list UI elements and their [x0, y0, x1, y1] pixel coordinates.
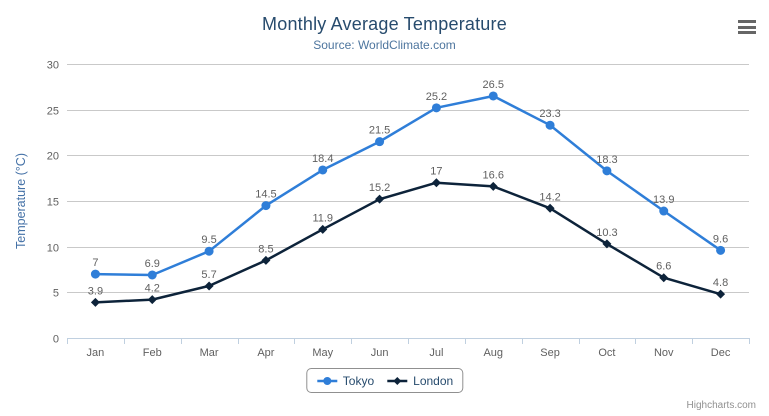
- x-axis-label: Sep: [540, 347, 560, 359]
- x-axis-label: Jan: [87, 347, 105, 359]
- data-label: 4.2: [145, 283, 160, 295]
- data-label: 16.6: [483, 169, 504, 181]
- data-label: 8.5: [258, 243, 273, 255]
- hamburger-bar: [738, 20, 756, 23]
- data-label: 21.5: [369, 125, 390, 137]
- data-point-london[interactable]: [147, 295, 157, 305]
- data-label: 25.2: [426, 91, 447, 103]
- y-axis-title: Temperature (°C): [14, 153, 28, 249]
- data-point-london[interactable]: [431, 178, 441, 188]
- series-line-london: [94, 181, 722, 304]
- x-axis-label: Feb: [143, 347, 162, 359]
- x-axis-label: Nov: [654, 347, 674, 359]
- data-label: 15.2: [369, 182, 390, 194]
- y-axis-label: 10: [47, 243, 59, 255]
- legend: Tokyo London: [305, 368, 464, 393]
- data-point-london[interactable]: [488, 181, 498, 191]
- data-point-tokyo[interactable]: [90, 269, 100, 279]
- legend-marker-diamond-icon: [387, 376, 408, 385]
- data-point-tokyo[interactable]: [716, 245, 726, 255]
- data-label: 26.5: [483, 79, 504, 91]
- y-axis-label: 25: [47, 106, 59, 118]
- chart-title: Monthly Average Temperature: [262, 14, 507, 34]
- data-label: 18.4: [312, 153, 333, 165]
- data-label: 6.6: [656, 261, 671, 273]
- data-label: 10.3: [596, 227, 617, 239]
- hamburger-bar: [738, 25, 756, 29]
- data-point-tokyo[interactable]: [659, 206, 669, 216]
- legend-item-london[interactable]: London: [386, 374, 453, 388]
- x-axis-label: Oct: [598, 347, 615, 359]
- data-label: 5.7: [201, 269, 216, 281]
- data-point-tokyo[interactable]: [147, 270, 157, 280]
- y-axis-label: 15: [47, 197, 59, 209]
- data-label: 7: [92, 257, 98, 269]
- y-axis-label: 20: [47, 151, 59, 163]
- data-point-london[interactable]: [261, 255, 271, 265]
- data-point-london[interactable]: [602, 239, 612, 249]
- x-axis-label: May: [312, 347, 333, 359]
- data-label: 9.6: [713, 233, 728, 245]
- legend-label-tokyo: Tokyo: [342, 373, 375, 388]
- data-point-london[interactable]: [375, 194, 385, 204]
- data-label: 14.5: [255, 189, 276, 201]
- data-label: 9.5: [201, 234, 216, 246]
- data-point-tokyo[interactable]: [602, 166, 612, 176]
- series-line-tokyo: [94, 94, 722, 277]
- chart-subtitle: Source: WorldClimate.com: [313, 38, 456, 52]
- x-axis-label: Aug: [483, 347, 503, 359]
- data-label: 14.2: [539, 191, 560, 203]
- x-axis-label: Jul: [429, 347, 443, 359]
- data-label: 13.9: [653, 194, 674, 206]
- legend-label-london: London: [413, 373, 454, 388]
- data-point-london[interactable]: [716, 289, 726, 299]
- x-axis-label: Jun: [371, 347, 389, 359]
- hamburger-bar: [738, 31, 756, 34]
- x-axis-label: Dec: [711, 347, 731, 359]
- data-point-tokyo[interactable]: [488, 91, 498, 101]
- x-axis-label: Mar: [200, 347, 219, 359]
- x-axis-label: Apr: [257, 347, 274, 359]
- data-point-london[interactable]: [204, 281, 214, 291]
- legend-marker-circle-icon: [316, 376, 337, 385]
- data-label: 11.9: [312, 212, 333, 224]
- data-point-tokyo[interactable]: [431, 103, 441, 113]
- data-point-tokyo[interactable]: [318, 165, 328, 175]
- data-label: 6.9: [145, 258, 160, 270]
- y-axis-label: 5: [53, 288, 59, 300]
- data-point-london[interactable]: [659, 273, 669, 283]
- data-label: 4.8: [713, 277, 728, 289]
- data-point-tokyo[interactable]: [375, 137, 385, 147]
- data-point-london[interactable]: [545, 203, 555, 213]
- credits-link[interactable]: Highcharts.com: [686, 400, 756, 411]
- hamburger-icon[interactable]: [738, 20, 756, 34]
- data-label: 18.3: [596, 154, 617, 166]
- data-point-london[interactable]: [318, 224, 328, 234]
- data-point-london[interactable]: [90, 297, 100, 307]
- data-point-tokyo[interactable]: [261, 201, 271, 211]
- data-label: 17: [430, 166, 442, 178]
- data-point-tokyo[interactable]: [545, 120, 555, 130]
- y-axis-label: 30: [47, 60, 59, 72]
- y-axis-label: 0: [53, 334, 59, 346]
- legend-item-tokyo[interactable]: Tokyo: [316, 374, 374, 388]
- data-label: 23.3: [539, 108, 560, 120]
- data-label: 3.9: [88, 285, 103, 297]
- data-point-tokyo[interactable]: [204, 246, 214, 256]
